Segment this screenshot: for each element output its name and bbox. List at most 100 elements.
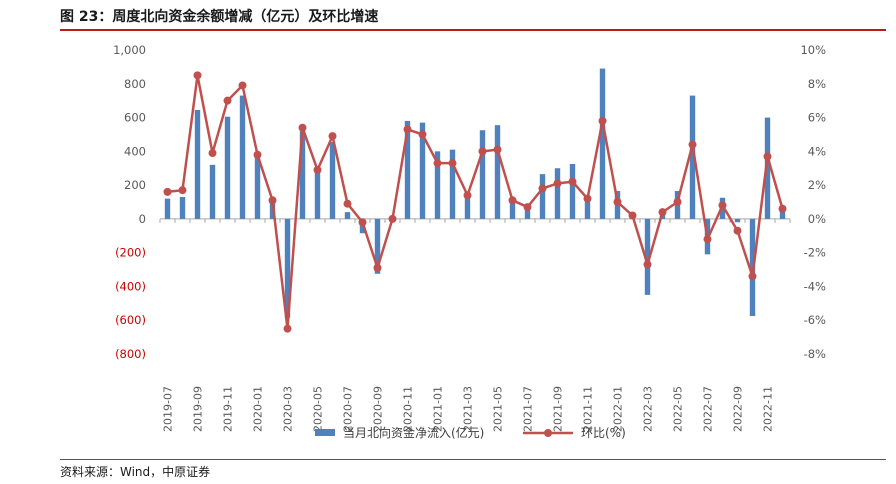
bar	[194, 109, 201, 219]
bar	[374, 218, 381, 274]
source-note: 资料来源：Wind，中原证券	[60, 465, 211, 479]
line-point	[673, 198, 682, 206]
figure-title: 图 23：周度北向资金余额增减（亿元）及环比增速	[60, 9, 379, 25]
left-tick-label: (400)	[115, 279, 146, 293]
line-point	[763, 152, 772, 161]
line-point	[733, 226, 742, 235]
line-point	[598, 116, 607, 125]
bar	[419, 122, 426, 219]
bar	[209, 164, 216, 219]
bar	[344, 212, 351, 219]
bar	[689, 95, 696, 219]
right-tick-label: 8%	[808, 77, 826, 91]
left-tick-label: 400	[124, 144, 146, 158]
line-point	[223, 96, 232, 105]
bar	[599, 68, 606, 219]
left-tick-label: 1,000	[113, 43, 146, 57]
combo-chart: 1,000 800 600 400 200 0 (200) (400) (600) (800) 1…	[113, 43, 826, 440]
x-tick-label: 2019-09	[192, 386, 205, 432]
bar	[644, 218, 651, 295]
line-point	[658, 208, 667, 217]
line-point	[493, 145, 502, 154]
line-point	[718, 201, 727, 210]
right-axis-ticks: 10% 8% 6% 4% 2% 0% -2% -4% -6% -8%	[800, 43, 826, 361]
bar	[569, 164, 576, 219]
left-tick-label: (600)	[115, 313, 146, 327]
line-point	[523, 203, 532, 212]
x-tick-label: 2022-07	[702, 386, 715, 432]
line-point	[748, 272, 757, 281]
legend-label-bar: 当月北向资金净流入(亿元)	[343, 425, 484, 440]
x-tick-label: 2022-01	[612, 386, 625, 432]
line-point	[313, 165, 322, 174]
bar	[554, 168, 561, 219]
x-tick-label: 2022-09	[732, 386, 745, 432]
line-point	[418, 130, 427, 139]
bar	[539, 174, 546, 219]
right-tick-label: 2%	[808, 178, 826, 192]
line-point	[403, 125, 412, 134]
bar	[449, 149, 456, 219]
bar	[179, 196, 186, 219]
legend-swatch-bar	[315, 429, 335, 436]
legend: 当月北向资金净流入(亿元) 环比(%)	[315, 425, 626, 440]
left-tick-label: 200	[124, 178, 146, 192]
line-point	[703, 235, 712, 244]
line-point	[538, 184, 547, 193]
bar	[314, 169, 321, 219]
left-axis-ticks: 1,000 800 600 400 200 0 (200) (400) (600) (800)	[113, 43, 146, 361]
right-tick-label: -8%	[804, 347, 826, 361]
x-axis-ticks: 2019-07 2019-09 2019-11 2020-01 2020-03 2020-…	[162, 386, 775, 432]
x-tick-label: 2020-01	[252, 386, 265, 432]
x-tick-label: 2020-11	[402, 386, 415, 432]
bar	[164, 198, 171, 219]
legend-marker-line	[544, 429, 552, 437]
bar	[434, 151, 441, 219]
left-tick-label: 0	[139, 212, 146, 226]
x-tick-label: 2022-11	[762, 386, 775, 432]
x-tick-label: 2021-01	[432, 386, 445, 432]
line-point	[208, 149, 217, 158]
bar	[584, 196, 591, 219]
line-series	[163, 71, 787, 333]
bar	[524, 205, 531, 219]
bar	[299, 131, 306, 219]
x-tick-label: 2019-11	[222, 386, 235, 432]
line-point	[583, 194, 592, 203]
line-point	[613, 198, 622, 206]
line-point	[388, 214, 397, 223]
line-point	[268, 196, 277, 205]
right-tick-label: -2%	[804, 246, 826, 260]
x-tick-label: 2019-07	[162, 386, 175, 432]
bar	[404, 120, 411, 219]
bar	[509, 198, 516, 219]
line-point	[643, 260, 652, 269]
bar	[329, 142, 336, 219]
line-point	[373, 263, 382, 272]
line-point	[448, 159, 457, 168]
bar	[224, 116, 231, 219]
x-tick-label: 2020-07	[342, 386, 355, 432]
left-tick-label: (200)	[115, 246, 146, 260]
line-point	[253, 150, 262, 159]
line-point	[163, 187, 172, 196]
left-tick-label: (800)	[115, 347, 146, 361]
bar	[764, 117, 771, 219]
right-tick-label: 0%	[808, 212, 826, 226]
bar	[239, 95, 246, 219]
line-point	[463, 191, 472, 200]
bar	[494, 125, 501, 219]
bar	[734, 218, 741, 223]
series-line	[167, 74, 784, 330]
line-point	[688, 140, 697, 149]
line-point	[283, 324, 292, 333]
bar	[254, 153, 261, 219]
line-point	[178, 186, 187, 195]
x-tick-label: 2020-09	[372, 386, 385, 432]
x-tick-label: 2020-03	[282, 386, 295, 432]
x-tick-label: 2020-05	[312, 386, 325, 432]
line-point	[568, 177, 577, 186]
line-point	[553, 179, 562, 188]
axes	[159, 218, 791, 223]
left-tick-label: 600	[124, 111, 146, 125]
